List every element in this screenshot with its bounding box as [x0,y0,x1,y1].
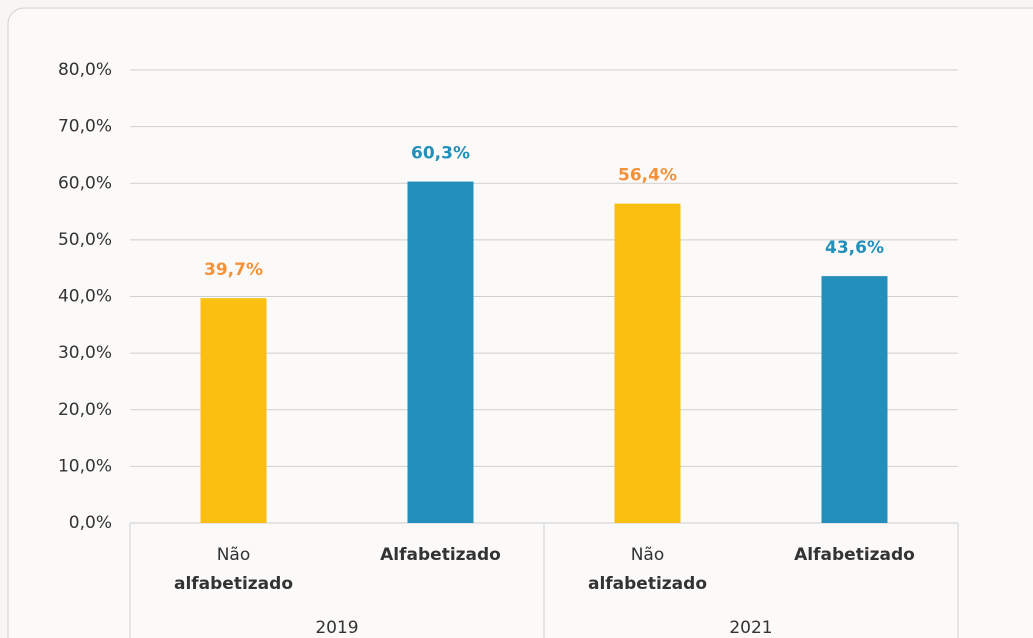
x-tick-label: Alfabetizado [380,545,501,565]
y-tick-label: 10,0% [58,456,112,476]
y-tick-label: 60,0% [58,173,112,193]
y-tick-label: 50,0% [58,230,112,250]
x-tick-label: Alfabetizado [794,545,915,565]
x-tick-label: alfabetizado [174,574,293,594]
bar [407,181,474,523]
value-label: 43,6% [825,238,884,258]
y-tick-label: 30,0% [58,343,112,363]
group-label: 2021 [729,618,772,638]
x-tick-label: Não [631,545,665,565]
y-tick-label: 70,0% [58,117,112,137]
value-label: 60,3% [411,144,470,164]
x-tick-label: alfabetizado [588,574,707,594]
group-label: 2019 [315,618,358,638]
bar [821,276,888,523]
x-tick-label: Não [217,545,251,565]
y-tick-label: 80,0% [58,60,112,80]
value-label: 39,7% [204,260,263,280]
bar [200,298,267,523]
y-tick-label: 0,0% [69,513,112,533]
y-tick-label: 20,0% [58,400,112,420]
y-tick-label: 40,0% [58,287,112,307]
value-label: 56,4% [618,166,677,186]
bar [614,203,681,523]
